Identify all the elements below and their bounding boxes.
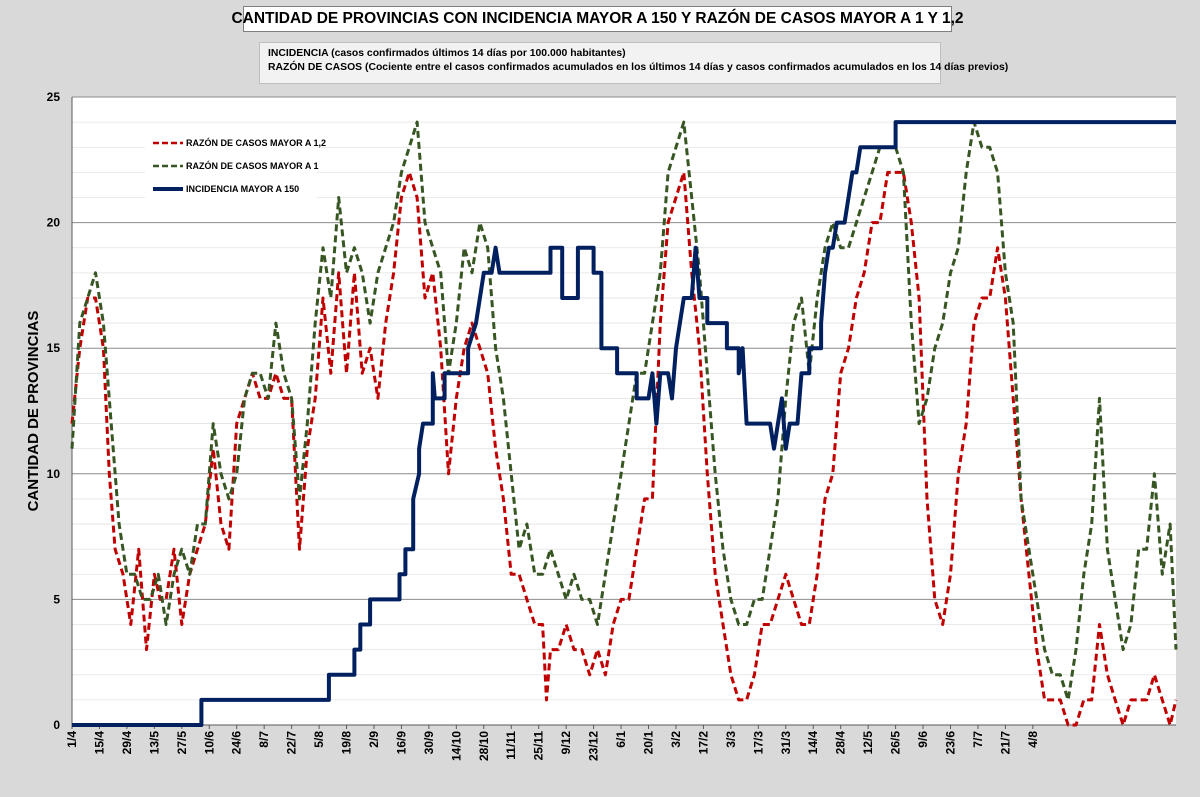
x-tick-label: 13/5 — [147, 731, 161, 755]
x-tick-label: 12/5 — [861, 731, 875, 755]
series-lines — [70, 120, 1178, 727]
x-tick-label: 9/12 — [559, 731, 573, 755]
x-tick-label: 10/6 — [202, 731, 216, 755]
x-tick-label: 28/4 — [834, 731, 848, 755]
x-tick-label: 1/4 — [65, 731, 79, 748]
y-tick-label: 15 — [47, 341, 61, 355]
x-tick-label: 5/8 — [312, 731, 326, 748]
y-tick-label: 25 — [47, 90, 61, 104]
x-tick-label: 17/2 — [696, 731, 710, 755]
series-line-2 — [70, 120, 1178, 702]
y-tick-label: 20 — [47, 216, 61, 230]
y-tick-label: 5 — [53, 592, 60, 606]
x-tick-label: 8/7 — [257, 731, 271, 748]
note-razon: RAZÓN DE CASOS (Cociente entre el casos … — [268, 62, 1009, 73]
x-tick-label: 4/8 — [1026, 731, 1040, 748]
y-axis-ticks: 0 5 10 15 20 25 — [47, 90, 61, 732]
x-tick-label: 26/5 — [889, 731, 903, 755]
x-tick-label: 15/4 — [92, 731, 106, 755]
x-tick-label: 17/3 — [751, 731, 765, 755]
legend-label-1: RAZÓN DE CASOS MAYOR A 1,2 — [186, 137, 326, 148]
chart-title: CANTIDAD DE PROVINCIAS CON INCIDENCIA MA… — [231, 6, 964, 32]
x-tick-label: 3/3 — [724, 731, 738, 748]
y-tick-label: 0 — [53, 718, 60, 732]
x-tick-label: 6/1 — [614, 731, 628, 748]
x-tick-label: 16/9 — [394, 731, 408, 755]
x-tick-label: 27/5 — [175, 731, 189, 755]
x-tick-label: 14/10 — [449, 731, 463, 761]
x-axis-ticks: 1/4 15/4 29/4 13/5 27/5 10/6 24/6 8/7 22/7 5/8 19/… — [65, 725, 1040, 761]
note-incidencia: INCIDENCIA (casos confirmados últimos 14… — [268, 48, 626, 59]
chart-title-text: CANTIDAD DE PROVINCIAS CON INCIDENCIA MA… — [231, 10, 964, 27]
x-tick-label: 11/11 — [504, 731, 518, 760]
legend: RAZÓN DE CASOS MAYOR A 1,2 RAZÓN DE CASOS… — [145, 128, 326, 200]
x-tick-label: 14/4 — [806, 731, 820, 755]
plot-area — [72, 97, 1176, 725]
x-tick-label: 25/11 — [532, 731, 546, 761]
y-tick-label: 10 — [47, 467, 61, 481]
series-line-1 — [70, 170, 1178, 727]
x-tick-label: 9/6 — [916, 731, 930, 748]
x-tick-label: 20/1 — [642, 731, 656, 755]
x-tick-label: 23/12 — [587, 731, 601, 761]
legend-label-3: INCIDENCIA MAYOR A 150 — [186, 184, 299, 194]
x-tick-label: 22/7 — [285, 731, 299, 755]
series-line-3 — [72, 120, 1176, 727]
definitions-note: INCIDENCIA (casos confirmados últimos 14… — [259, 42, 1009, 84]
x-tick-label: 24/6 — [230, 731, 244, 755]
x-tick-label: 23/6 — [943, 731, 957, 755]
legend-label-2: RAZÓN DE CASOS MAYOR A 1 — [186, 160, 319, 171]
x-tick-label: 19/8 — [340, 731, 354, 755]
x-tick-label: 7/7 — [971, 731, 985, 748]
x-tick-label: 3/2 — [669, 731, 683, 748]
x-tick-label: 29/4 — [120, 731, 134, 755]
y-axis-label: CANTIDAD DE PROVINCIAS — [25, 311, 42, 512]
x-tick-label: 2/9 — [367, 731, 381, 748]
x-tick-label: 28/10 — [477, 731, 491, 761]
x-tick-label: 30/9 — [422, 731, 436, 755]
x-tick-label: 21/7 — [998, 731, 1012, 755]
x-tick-label: 31/3 — [779, 731, 793, 755]
